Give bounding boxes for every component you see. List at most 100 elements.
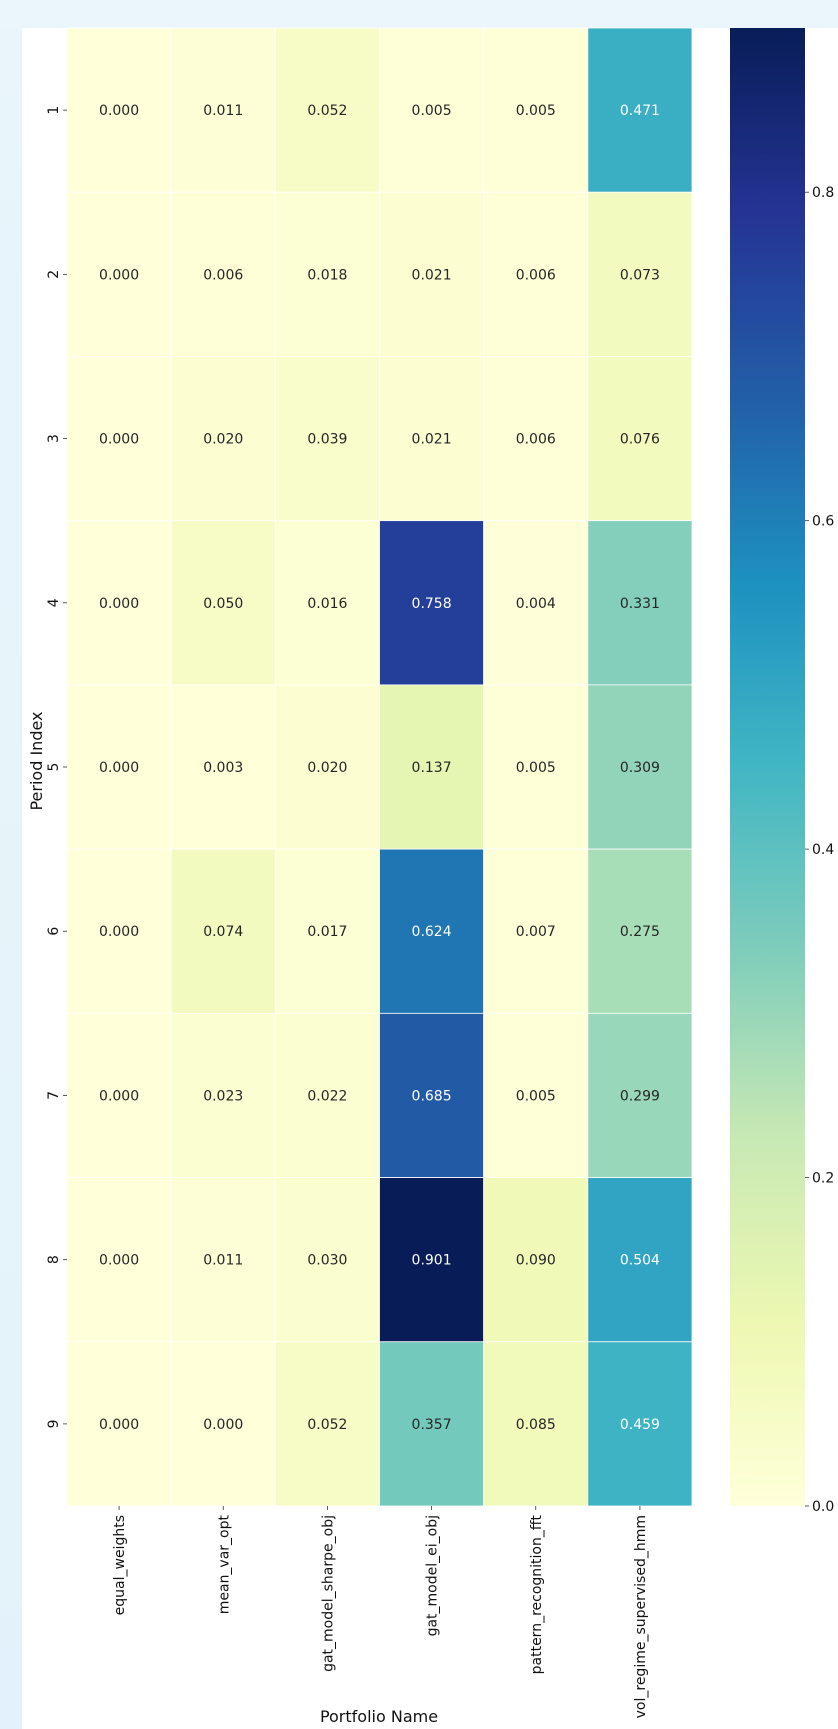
cell-value-label: 0.000 bbox=[99, 432, 139, 448]
heatmap-cell bbox=[587, 356, 693, 522]
cell-value-label: 0.005 bbox=[516, 103, 556, 119]
y-tick-label: 3 bbox=[46, 434, 62, 443]
cell-value-label: 0.624 bbox=[412, 924, 452, 940]
cell-value-label: 0.011 bbox=[203, 103, 243, 119]
x-tick-label: vol_regime_supervised_hmm bbox=[633, 1515, 649, 1718]
heatmap-cells bbox=[66, 27, 693, 1507]
cell-value-label: 0.074 bbox=[203, 924, 243, 940]
heatmap-cell bbox=[170, 684, 276, 850]
y-tick-label: 6 bbox=[46, 927, 62, 936]
cell-value-label: 0.016 bbox=[307, 596, 347, 612]
heatmap-cell bbox=[170, 1341, 276, 1507]
cell-value-label: 0.039 bbox=[307, 432, 347, 448]
cell-value-label: 0.504 bbox=[620, 1253, 660, 1269]
heatmap-cell bbox=[587, 520, 693, 686]
cell-value-label: 0.309 bbox=[620, 760, 660, 776]
cell-value-label: 0.076 bbox=[620, 432, 660, 448]
heatmap-cell bbox=[274, 848, 380, 1014]
heatmap-cell bbox=[379, 848, 485, 1014]
cell-value-label: 0.357 bbox=[412, 1417, 452, 1433]
cell-value-label: 0.018 bbox=[307, 267, 347, 283]
colorbar-tick-label: 0.6 bbox=[812, 514, 834, 530]
heatmap-cell bbox=[483, 1341, 589, 1507]
heatmap-cell bbox=[483, 848, 589, 1014]
cell-value-label: 0.021 bbox=[412, 432, 452, 448]
heatmap-cell bbox=[170, 1012, 276, 1178]
heatmap-cell-labels: 0.000 0.011 0.052 0.005 0.005 0.471 0.000 0.006… bbox=[99, 103, 660, 1433]
cell-value-label: 0.004 bbox=[516, 596, 556, 612]
colorbar-tick-label: 0.8 bbox=[812, 185, 834, 201]
heatmap-cell bbox=[274, 684, 380, 850]
heatmap-cell bbox=[483, 684, 589, 850]
cell-value-label: 0.022 bbox=[307, 1088, 347, 1104]
cell-value-label: 0.052 bbox=[307, 1417, 347, 1433]
heatmap-cell bbox=[483, 1177, 589, 1343]
heatmap-cell bbox=[587, 1012, 693, 1178]
heatmap-cell bbox=[170, 520, 276, 686]
cell-value-label: 0.137 bbox=[412, 760, 452, 776]
cell-value-label: 0.901 bbox=[412, 1253, 452, 1269]
cell-value-label: 0.007 bbox=[516, 924, 556, 940]
cell-value-label: 0.000 bbox=[99, 103, 139, 119]
cell-value-label: 0.299 bbox=[620, 1088, 660, 1104]
heatmap-cell bbox=[66, 684, 172, 850]
heatmap-cell bbox=[170, 356, 276, 522]
cell-value-label: 0.006 bbox=[516, 432, 556, 448]
heatmap-cell bbox=[483, 191, 589, 357]
cell-value-label: 0.021 bbox=[412, 267, 452, 283]
y-tick-label: 8 bbox=[46, 1255, 62, 1264]
heatmap-cell bbox=[66, 1012, 172, 1178]
colorbar-tick-label: 0.2 bbox=[812, 1171, 834, 1187]
cell-value-label: 0.000 bbox=[203, 1417, 243, 1433]
y-tick-label: 9 bbox=[46, 1419, 62, 1428]
cell-value-label: 0.006 bbox=[203, 267, 243, 283]
heatmap-cell bbox=[483, 356, 589, 522]
colorbar-tick-label: 0.4 bbox=[812, 842, 834, 858]
y-tick-label: 5 bbox=[46, 763, 62, 772]
cell-value-label: 0.085 bbox=[516, 1417, 556, 1433]
y-tick-label: 4 bbox=[46, 598, 62, 607]
heatmap-cell bbox=[66, 1177, 172, 1343]
heatmap-cell bbox=[483, 520, 589, 686]
cell-value-label: 0.005 bbox=[412, 103, 452, 119]
heatmap-cell bbox=[587, 191, 693, 357]
heatmap-cell bbox=[379, 1177, 485, 1343]
cell-value-label: 0.685 bbox=[412, 1088, 452, 1104]
y-tick-labels: 1 2 3 4 5 6 7 8 9 bbox=[46, 106, 67, 1428]
heatmap-cell bbox=[483, 27, 589, 193]
x-tick-label: pattern_recognition_fft bbox=[529, 1514, 545, 1674]
x-tick-label: gat_model_ei_obj bbox=[425, 1515, 441, 1636]
cell-value-label: 0.006 bbox=[516, 267, 556, 283]
heatmap-cell bbox=[274, 520, 380, 686]
cell-value-label: 0.331 bbox=[620, 596, 660, 612]
y-tick-label: 7 bbox=[46, 1091, 62, 1100]
top-band bbox=[0, 0, 838, 28]
x-tick-label: mean_var_opt bbox=[216, 1514, 232, 1614]
cell-value-label: 0.020 bbox=[307, 760, 347, 776]
heatmap-cell bbox=[587, 848, 693, 1014]
cell-value-label: 0.050 bbox=[203, 596, 243, 612]
cell-value-label: 0.758 bbox=[412, 596, 452, 612]
x-tick-label: gat_model_sharpe_obj bbox=[320, 1515, 336, 1672]
cell-value-label: 0.000 bbox=[99, 1088, 139, 1104]
cell-value-label: 0.030 bbox=[307, 1253, 347, 1269]
heatmap-cell bbox=[66, 191, 172, 357]
heatmap-cell bbox=[587, 27, 693, 193]
heatmap-cell bbox=[379, 1341, 485, 1507]
heatmap-cell bbox=[66, 356, 172, 522]
heatmap-cell bbox=[379, 27, 485, 193]
cell-value-label: 0.011 bbox=[203, 1253, 243, 1269]
colorbar-tick-label: 0.0 bbox=[812, 1499, 834, 1515]
cell-value-label: 0.090 bbox=[516, 1253, 556, 1269]
cell-value-label: 0.000 bbox=[99, 760, 139, 776]
heatmap-cell bbox=[170, 848, 276, 1014]
x-axis-label: Portfolio Name bbox=[320, 1707, 438, 1726]
cell-value-label: 0.459 bbox=[620, 1417, 660, 1433]
cell-value-label: 0.000 bbox=[99, 924, 139, 940]
cell-value-label: 0.017 bbox=[307, 924, 347, 940]
cell-value-label: 0.073 bbox=[620, 267, 660, 283]
heatmap-cell bbox=[66, 520, 172, 686]
cell-value-label: 0.275 bbox=[620, 924, 660, 940]
